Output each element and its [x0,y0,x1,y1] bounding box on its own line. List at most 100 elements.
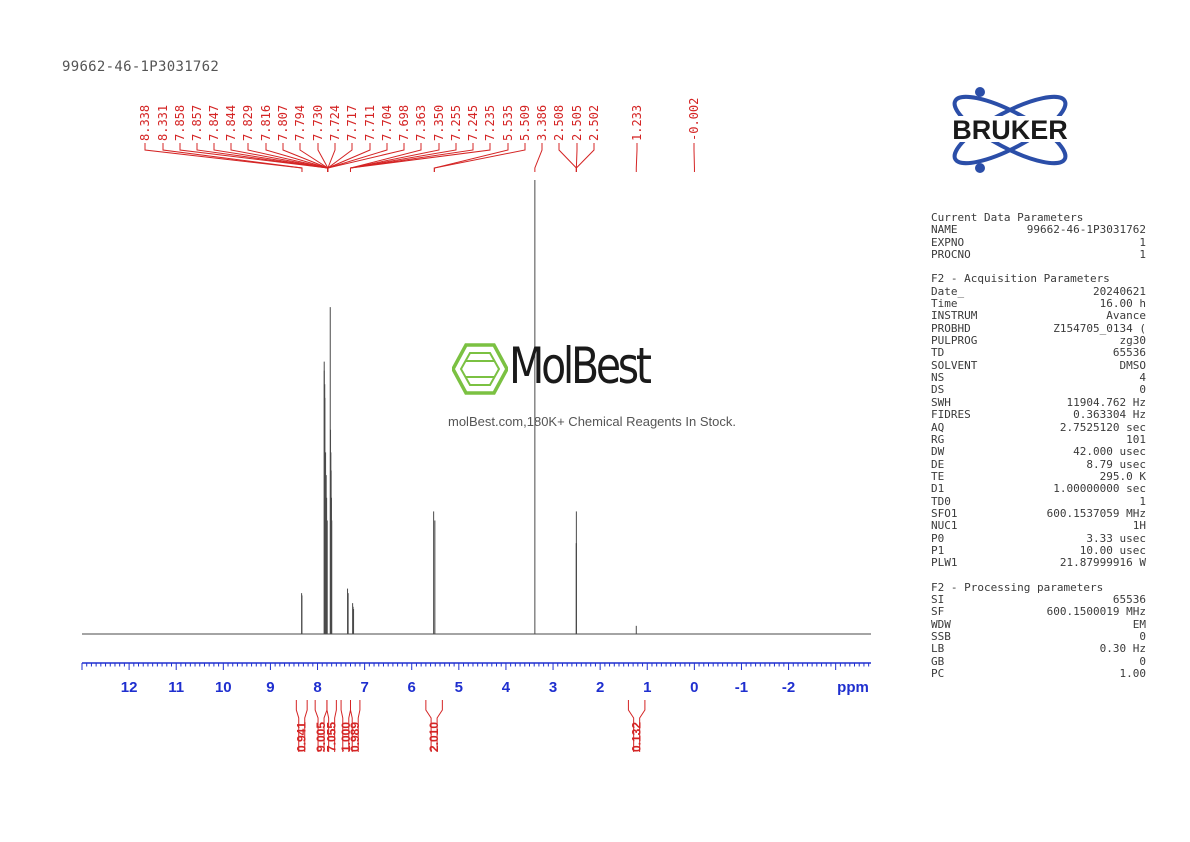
param-value: 1 [1139,235,1146,249]
acquisition-parameters: F2 - Acquisition Parameters Date_ 2024062… [931,272,1147,570]
param-row: GB 0 [931,654,1146,668]
param-row: EXPNO 1 [931,235,1146,249]
param-name: GB [931,654,945,668]
param-value: 1 [1139,494,1146,508]
param-value: 0.30 Hz [1099,642,1146,656]
param-row: INSTRUM Avance [931,310,1146,323]
param-value: 42.000 usec [1073,445,1146,459]
peak-label-layer: 8.338 8.331 7.858 7.857 7.847 7.844 7.829 7.816… [138,98,701,172]
param-row: FIDRES 0.363304 Hz [931,408,1146,422]
param-value: 1H [1132,519,1146,533]
peak-label-leader [558,143,577,172]
param-value: 3.33 usec [1086,531,1146,545]
param-value: DMSO [1119,358,1147,372]
peak-label-leader [349,143,491,172]
param-value: 101 [1126,432,1146,446]
param-value: 16.00 h [1099,297,1146,311]
x-tick-label: 5 [455,679,463,696]
peak-label: 3.386 [535,105,549,141]
param-name: PULPROG [931,334,978,348]
param-row: Time 16.00 h [931,297,1146,311]
peak-label: 7.245 [466,105,480,141]
peak-label: 7.829 [241,105,255,141]
param-row: AQ 2.7525120 sec [931,420,1146,434]
integral-value: 0.132 [630,722,644,752]
peak-label-leader [162,143,303,172]
param-row: DS 0 [931,384,1146,397]
peak-label-leader [534,143,543,172]
x-tick-label: 12 [121,679,138,696]
param-value: Z154705_0134 ( [1053,321,1146,335]
peak-label: 7.255 [449,105,463,141]
integral-value: 9.005 [314,722,328,752]
peak-label: 5.509 [518,105,532,141]
peak-label: 7.711 [363,105,377,141]
param-value: 1.00000000 sec [1053,482,1146,496]
param-name: FIDRES [931,408,971,422]
peak-label: 7.363 [414,105,428,141]
param-name: Date_ [931,284,965,298]
param-value: 0 [1139,630,1146,643]
integral-bracket [627,700,646,752]
param-row: SFO1 600.1537059 MHz [931,506,1146,520]
param-value: 2.7525120 sec [1059,420,1146,434]
integral-value: 7.055 [325,722,339,752]
param-name: PC [931,667,945,681]
peak-label: 2.508 [552,105,566,141]
watermark-tagline: molBest.com,180K+ Chemical Reagents In S… [448,414,736,429]
param-value: 0.363304 Hz [1073,408,1146,422]
param-name: EXPNO [931,235,965,249]
peak-label: 8.331 [156,105,170,141]
integral-bracket [425,700,443,752]
param-name: SF [931,605,945,619]
param-value: 10.00 usec [1079,543,1146,557]
param-row: NAME 99662-46-1P3031762 [931,223,1146,237]
peak-label: 7.816 [259,105,273,141]
sample-id: 99662-46-1P3031762 [62,59,220,75]
peak-label-leader [575,143,595,172]
param-name: LB [931,642,945,656]
param-value: 20240621 [1093,284,1146,298]
param-name: DE [931,457,945,471]
bruker-logo-text: BRUKER [952,115,1068,145]
param-value: zg30 [1119,334,1147,348]
peak-label: 5.535 [501,105,515,141]
param-row: LB 0.30 Hz [931,642,1146,656]
param-row: SI 65536 [931,593,1146,606]
param-row: Date_ 20240621 [931,284,1146,298]
peak-label-leader [327,143,405,172]
acquisition-params-header: F2 - Acquisition Parameters [931,272,1110,286]
param-value: 0 [1139,654,1146,668]
param-row: NS 4 [931,371,1146,384]
param-name: PLW1 [931,556,958,570]
param-value: EM [1132,617,1146,631]
param-value: 1.00 [1119,667,1147,681]
param-name: TD0 [931,494,951,508]
watermark-brand: MolBest [509,337,652,395]
x-axis-label: ppm [837,679,869,696]
peak-label: 7.730 [311,105,325,141]
x-tick-label: 10 [215,679,232,696]
integral-bracket [349,700,361,752]
param-name: P0 [931,531,945,545]
param-row: D1 1.00000000 sec [931,482,1146,496]
integral-value: 2.010 [427,722,441,752]
param-name: SOLVENT [931,358,978,372]
param-row: WDW EM [931,617,1146,631]
param-row: SOLVENT DMSO [931,358,1147,372]
peak-label: 7.235 [483,105,497,141]
peak-label: 7.698 [397,105,411,141]
peak-label-leader [433,143,526,172]
parameter-panel: Current Data Parameters NAME 99662-46-1P3… [931,211,1147,692]
param-row: SSB 0 [931,630,1146,643]
x-tick-label: 11 [168,679,184,696]
param-name: SFO1 [931,506,958,520]
param-value: 11904.762 Hz [1066,395,1146,409]
param-row: TE 295.0 K [931,470,1146,483]
param-name: NUC1 [931,519,958,533]
param-value: 99662-46-1P3031762 [1026,223,1146,237]
param-value: 21.87999916 W [1059,556,1146,570]
x-tick-label: 7 [360,679,368,696]
param-row: NUC1 1H [931,519,1146,533]
param-row: PLW1 21.87999916 W [931,556,1146,570]
